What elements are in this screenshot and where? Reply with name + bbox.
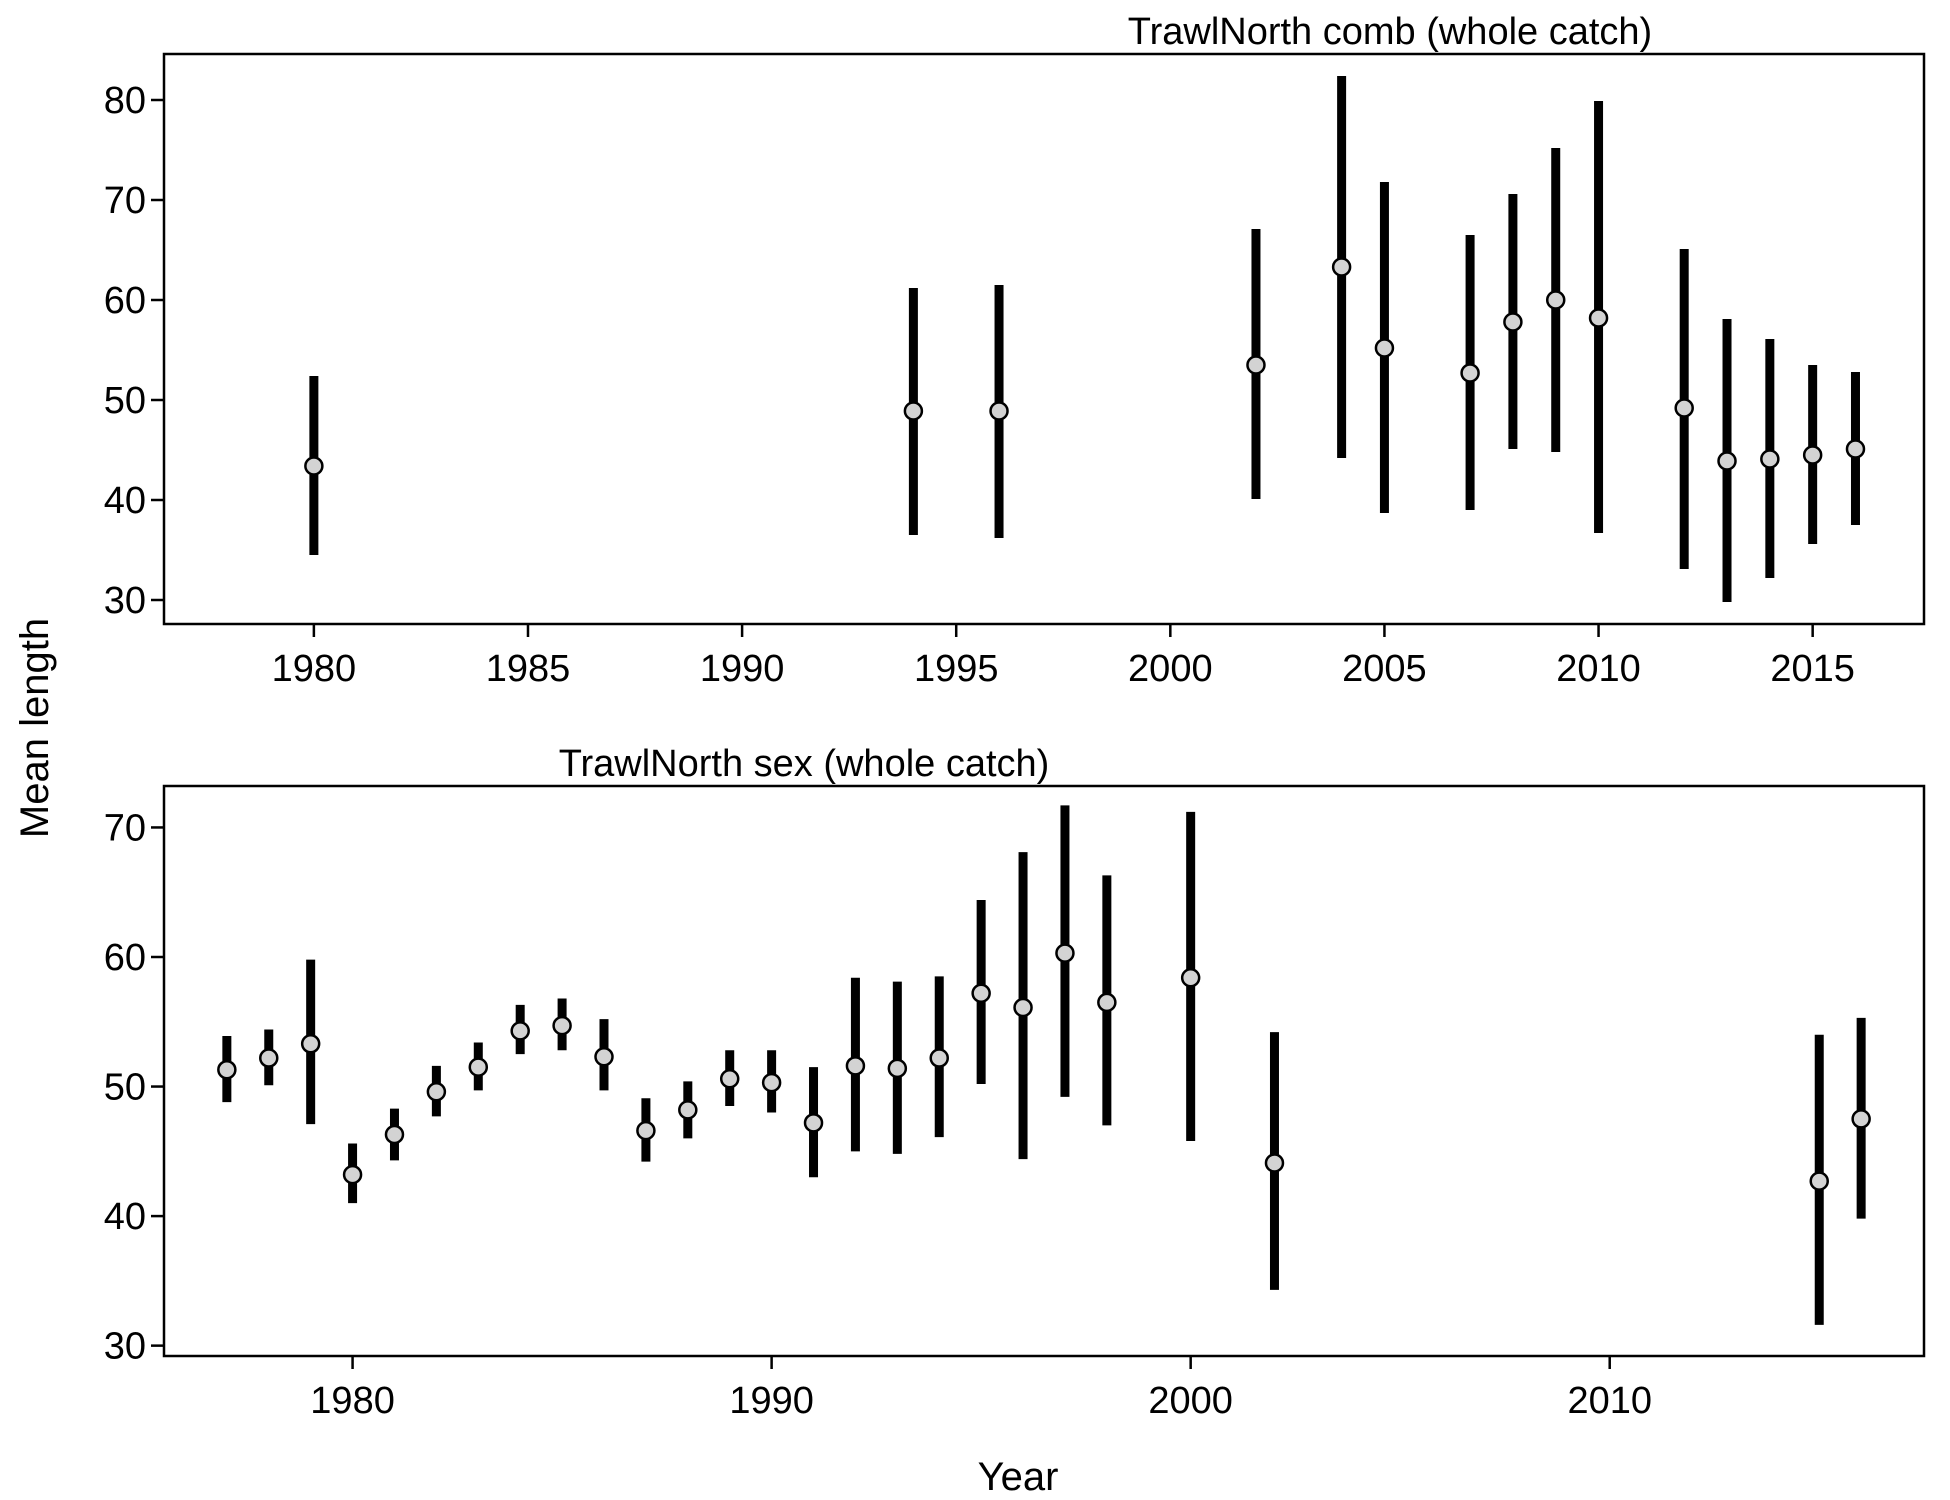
mean-point-2012 bbox=[1674, 398, 1694, 418]
x-tick-label: 2005 bbox=[1342, 648, 1427, 690]
mean-point-2002 bbox=[1264, 1153, 1285, 1173]
y-axis-top: 30 40 50 60 70 80 bbox=[104, 80, 164, 622]
mean-point-2008 bbox=[1503, 312, 1523, 332]
y-tick-label: 30 bbox=[104, 1326, 146, 1368]
mean-point-2002 bbox=[1246, 355, 1266, 375]
mean-point-2009 bbox=[1545, 290, 1566, 310]
mean-point-2014 bbox=[1760, 449, 1780, 469]
x-tick-label: 2000 bbox=[1128, 648, 1213, 690]
x-tick-label: 1990 bbox=[700, 648, 785, 690]
y-tick-label: 30 bbox=[104, 580, 146, 622]
x-tick-label: 2010 bbox=[1556, 648, 1641, 690]
mean-point-1978 bbox=[259, 1048, 279, 1068]
mean-point-1995 bbox=[971, 983, 991, 1004]
y-tick-label: 80 bbox=[104, 80, 146, 122]
y-tick-label: 60 bbox=[104, 937, 146, 979]
panel-title-bottom: TrawlNorth sex (whole catch) bbox=[559, 743, 1050, 785]
mean-point-2016 bbox=[1845, 439, 1866, 459]
mean-point-1993 bbox=[887, 1058, 908, 1079]
mean-point-1996 bbox=[1013, 997, 1033, 1018]
x-tick-label: 1995 bbox=[914, 648, 999, 690]
y-tick-label: 50 bbox=[104, 1067, 146, 1109]
y-tick-label: 50 bbox=[104, 380, 146, 422]
mean-point-1989 bbox=[719, 1069, 740, 1089]
mean-point-1991 bbox=[803, 1113, 824, 1133]
y-axis-bottom: 30 40 50 60 70 bbox=[104, 807, 164, 1368]
mean-point-2015 bbox=[1802, 445, 1823, 465]
mean-point-1977 bbox=[217, 1059, 237, 1080]
mean-point-1984 bbox=[510, 1021, 530, 1041]
mean-point-2004 bbox=[1331, 257, 1352, 277]
mean-point-1985 bbox=[552, 1015, 572, 1036]
mean-point-1982 bbox=[426, 1081, 447, 1102]
mean-point-1986 bbox=[594, 1047, 614, 1067]
mean-point-1980 bbox=[304, 456, 324, 476]
panel-title-top: TrawlNorth comb (whole catch) bbox=[1128, 11, 1652, 53]
mean-point-1979 bbox=[300, 1034, 321, 1054]
y-tick-label: 70 bbox=[104, 807, 146, 849]
y-tick-label: 40 bbox=[104, 1196, 146, 1238]
x-axis-top: 1980 1985 1990 1995 2000 2005 2010 2015 bbox=[272, 624, 1855, 690]
x-tick-label: 2015 bbox=[1770, 648, 1855, 690]
mean-point-2015 bbox=[1809, 1171, 1829, 1191]
panel-trawlnorth-sex: TrawlNorth sex (whole catch) 3040506070 … bbox=[104, 743, 1926, 1422]
mean-point-2016 bbox=[1851, 1109, 1871, 1129]
y-tick-label: 70 bbox=[104, 180, 146, 222]
mean-point-2007 bbox=[1460, 363, 1480, 383]
x-tick-label: 1980 bbox=[310, 1380, 395, 1422]
y-axis-title: Mean length bbox=[13, 618, 57, 838]
data-marks-top bbox=[304, 76, 1866, 602]
mean-point-1983 bbox=[468, 1057, 489, 1077]
mean-point-1992 bbox=[845, 1056, 866, 1076]
mean-point-2005 bbox=[1374, 338, 1395, 358]
mean-point-1994 bbox=[903, 401, 924, 421]
x-tick-label: 2010 bbox=[1567, 1380, 1652, 1422]
x-tick-label: 1980 bbox=[272, 648, 357, 690]
x-tick-label: 1985 bbox=[486, 648, 571, 690]
x-axis-title: Year bbox=[978, 1455, 1059, 1499]
mean-point-1987 bbox=[636, 1120, 656, 1141]
mean-point-1996 bbox=[989, 401, 1009, 421]
mean-point-2013 bbox=[1717, 451, 1737, 471]
mean-point-1998 bbox=[1097, 992, 1117, 1013]
mean-point-2000 bbox=[1180, 967, 1201, 988]
y-tick-label: 60 bbox=[104, 280, 146, 322]
mean-point-1994 bbox=[929, 1048, 949, 1068]
x-axis-bottom: 1980 1990 2000 2010 bbox=[310, 1356, 1652, 1422]
x-tick-label: 1990 bbox=[729, 1380, 814, 1422]
mean-point-1988 bbox=[678, 1100, 698, 1120]
plot-frame-top bbox=[162, 52, 1926, 626]
panel-trawlnorth-comb: TrawlNorth comb (whole catch) 30 40 50 60 70… bbox=[104, 11, 1926, 690]
mean-point-1980 bbox=[342, 1164, 363, 1185]
mean-point-1990 bbox=[761, 1072, 782, 1093]
mean-point-1981 bbox=[384, 1124, 405, 1145]
data-marks-bottom bbox=[217, 805, 1871, 1325]
mean-point-2010 bbox=[1588, 308, 1609, 328]
mean-point-1997 bbox=[1055, 943, 1075, 963]
y-tick-label: 40 bbox=[104, 480, 146, 522]
plot-frame-bottom bbox=[162, 784, 1926, 1358]
x-tick-label: 2000 bbox=[1148, 1380, 1233, 1422]
